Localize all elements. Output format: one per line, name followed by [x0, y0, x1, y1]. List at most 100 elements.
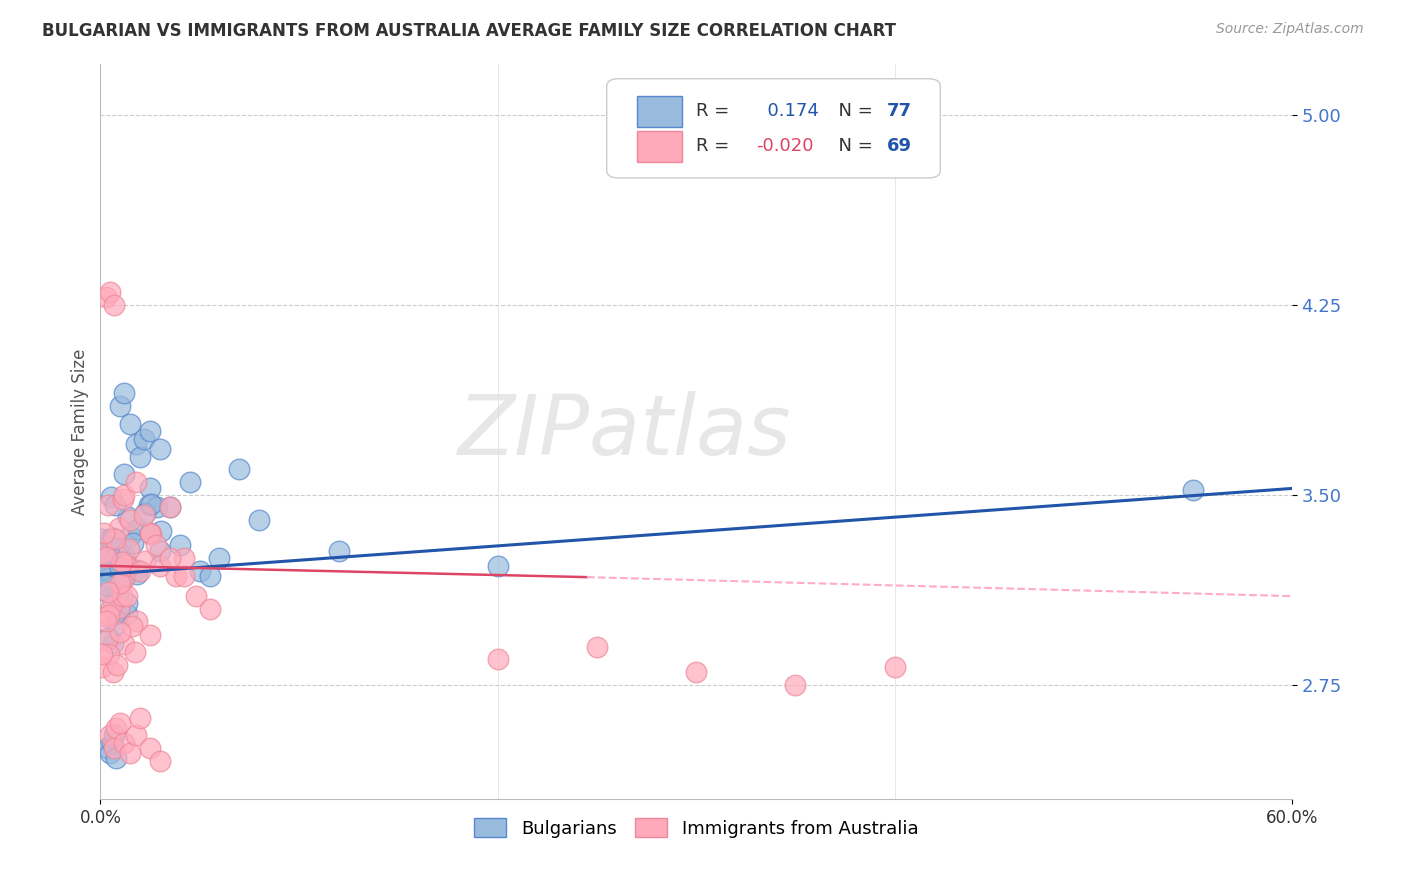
- Point: [125, 475, 148, 489]
- Point: [98, 729, 121, 743]
- Point: [129, 564, 152, 578]
- Point: [883, 660, 905, 674]
- Point: [111, 555, 134, 569]
- Point: [120, 746, 142, 760]
- Point: [97, 585, 120, 599]
- Point: [127, 523, 149, 537]
- Point: [101, 665, 124, 680]
- Point: [486, 652, 509, 666]
- Point: [111, 571, 134, 585]
- Point: [145, 539, 167, 553]
- Point: [96, 549, 118, 563]
- Point: [108, 538, 131, 552]
- Text: 69: 69: [887, 137, 911, 155]
- Point: [145, 500, 167, 515]
- Point: [208, 551, 231, 566]
- Point: [115, 558, 138, 572]
- Point: [118, 529, 141, 543]
- Point: [112, 386, 135, 401]
- Point: [112, 736, 135, 750]
- Point: [103, 567, 125, 582]
- Point: [97, 554, 120, 568]
- Point: [132, 432, 155, 446]
- Point: [104, 532, 127, 546]
- Text: R =: R =: [696, 102, 735, 120]
- Point: [122, 536, 145, 550]
- Point: [139, 525, 162, 540]
- Text: -0.020: -0.020: [755, 137, 813, 155]
- Text: ZIPatlas: ZIPatlas: [458, 391, 792, 472]
- Point: [112, 637, 135, 651]
- Point: [94, 578, 117, 592]
- Point: [112, 549, 135, 563]
- Point: [129, 711, 152, 725]
- Point: [110, 573, 132, 587]
- Text: R =: R =: [696, 137, 735, 155]
- Point: [93, 574, 115, 588]
- Point: [105, 555, 128, 569]
- Point: [115, 596, 138, 610]
- Point: [100, 574, 122, 589]
- Point: [149, 442, 172, 457]
- Point: [94, 608, 117, 623]
- Point: [486, 558, 509, 573]
- Point: [107, 601, 129, 615]
- Text: BULGARIAN VS IMMIGRANTS FROM AUSTRALIA AVERAGE FAMILY SIZE CORRELATION CHART: BULGARIAN VS IMMIGRANTS FROM AUSTRALIA A…: [42, 22, 896, 40]
- Point: [159, 551, 181, 566]
- Point: [785, 678, 807, 692]
- Point: [103, 298, 125, 312]
- Point: [103, 729, 125, 743]
- Point: [96, 633, 118, 648]
- Point: [127, 614, 149, 628]
- Point: [97, 631, 120, 645]
- Point: [111, 589, 134, 603]
- Point: [98, 285, 121, 299]
- Y-axis label: Average Family Size: Average Family Size: [72, 348, 89, 515]
- Point: [112, 467, 135, 482]
- Point: [112, 491, 135, 506]
- Point: [100, 599, 122, 614]
- Point: [114, 566, 136, 581]
- Point: [91, 660, 114, 674]
- Point: [139, 627, 162, 641]
- Point: [108, 399, 131, 413]
- Point: [105, 541, 128, 556]
- Text: N =: N =: [827, 137, 879, 155]
- Point: [94, 549, 117, 564]
- Point: [188, 564, 211, 578]
- Point: [103, 595, 125, 609]
- Point: [97, 647, 120, 661]
- Point: [107, 586, 129, 600]
- Point: [139, 741, 162, 756]
- Point: [121, 619, 143, 633]
- FancyBboxPatch shape: [637, 131, 682, 161]
- Point: [103, 741, 125, 756]
- Point: [173, 569, 195, 583]
- Text: 77: 77: [887, 102, 911, 120]
- Point: [138, 498, 160, 512]
- Point: [105, 751, 128, 765]
- Point: [585, 640, 607, 654]
- Point: [100, 490, 122, 504]
- Point: [108, 521, 131, 535]
- Text: N =: N =: [827, 102, 879, 120]
- Point: [118, 541, 141, 556]
- Point: [179, 475, 201, 489]
- Point: [125, 566, 148, 581]
- Point: [91, 562, 114, 576]
- Point: [97, 498, 120, 512]
- Point: [91, 564, 114, 578]
- Point: [134, 506, 156, 520]
- Point: [112, 488, 135, 502]
- Point: [149, 524, 172, 538]
- Point: [1181, 483, 1204, 497]
- Point: [108, 600, 131, 615]
- Point: [98, 608, 121, 623]
- Point: [101, 636, 124, 650]
- Point: [91, 582, 114, 597]
- Point: [139, 425, 162, 439]
- Point: [159, 500, 181, 515]
- Point: [101, 531, 124, 545]
- Legend: Bulgarians, Immigrants from Australia: Bulgarians, Immigrants from Australia: [467, 811, 925, 845]
- Point: [328, 543, 350, 558]
